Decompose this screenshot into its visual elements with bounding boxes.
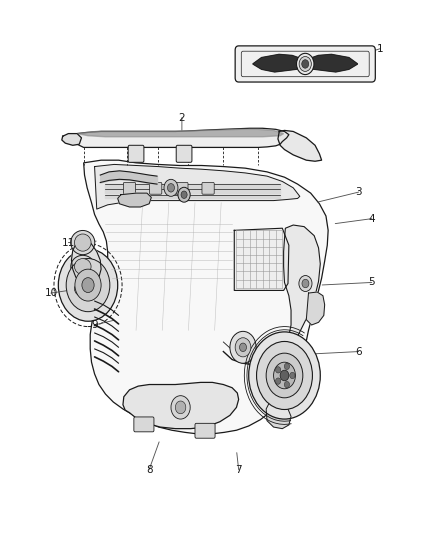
Circle shape xyxy=(58,249,118,321)
Circle shape xyxy=(274,362,295,389)
Circle shape xyxy=(178,187,190,202)
Circle shape xyxy=(266,353,303,398)
Circle shape xyxy=(299,276,312,292)
Polygon shape xyxy=(278,131,321,161)
Circle shape xyxy=(280,370,289,381)
FancyBboxPatch shape xyxy=(202,182,214,194)
Circle shape xyxy=(235,338,251,357)
Polygon shape xyxy=(306,54,357,72)
Circle shape xyxy=(299,56,311,71)
Text: 1: 1 xyxy=(377,44,384,53)
FancyBboxPatch shape xyxy=(128,146,144,163)
Text: 2: 2 xyxy=(179,112,185,123)
Circle shape xyxy=(167,183,174,192)
Circle shape xyxy=(284,363,290,369)
Text: 10: 10 xyxy=(44,288,57,298)
Polygon shape xyxy=(253,54,304,72)
Polygon shape xyxy=(84,160,328,434)
Circle shape xyxy=(284,382,290,388)
Ellipse shape xyxy=(74,234,91,251)
Ellipse shape xyxy=(74,281,91,296)
Circle shape xyxy=(181,191,187,198)
FancyBboxPatch shape xyxy=(176,146,192,163)
Polygon shape xyxy=(306,292,325,325)
Circle shape xyxy=(297,53,314,75)
Circle shape xyxy=(171,395,190,419)
Circle shape xyxy=(302,60,309,68)
FancyBboxPatch shape xyxy=(150,182,162,194)
Text: 6: 6 xyxy=(355,346,362,357)
Circle shape xyxy=(75,269,101,301)
FancyBboxPatch shape xyxy=(195,423,215,438)
Polygon shape xyxy=(279,225,320,382)
Polygon shape xyxy=(71,241,101,285)
Circle shape xyxy=(249,332,320,419)
FancyBboxPatch shape xyxy=(134,417,154,432)
Ellipse shape xyxy=(74,259,91,274)
Polygon shape xyxy=(95,165,300,209)
Text: 7: 7 xyxy=(235,465,242,474)
Circle shape xyxy=(230,332,256,364)
Circle shape xyxy=(276,378,281,384)
Circle shape xyxy=(276,367,281,373)
Circle shape xyxy=(302,279,309,288)
Circle shape xyxy=(240,343,247,352)
Text: 8: 8 xyxy=(146,465,152,474)
Text: 5: 5 xyxy=(368,278,375,287)
Ellipse shape xyxy=(71,230,95,255)
Polygon shape xyxy=(123,382,239,429)
Circle shape xyxy=(66,259,110,312)
Text: 11: 11 xyxy=(62,238,75,247)
Circle shape xyxy=(175,401,186,414)
Polygon shape xyxy=(62,134,81,146)
FancyBboxPatch shape xyxy=(124,182,136,194)
Circle shape xyxy=(82,278,94,293)
Text: 3: 3 xyxy=(355,187,362,197)
Circle shape xyxy=(164,179,178,196)
Ellipse shape xyxy=(71,255,95,278)
Polygon shape xyxy=(118,193,151,207)
Circle shape xyxy=(290,372,295,378)
Polygon shape xyxy=(66,128,289,148)
Text: 4: 4 xyxy=(368,214,375,224)
FancyBboxPatch shape xyxy=(235,46,375,82)
Ellipse shape xyxy=(71,278,95,300)
Text: 9: 9 xyxy=(91,320,98,330)
Polygon shape xyxy=(266,400,291,429)
Polygon shape xyxy=(234,228,289,290)
Circle shape xyxy=(257,342,312,409)
Polygon shape xyxy=(77,130,284,137)
FancyBboxPatch shape xyxy=(176,182,188,194)
